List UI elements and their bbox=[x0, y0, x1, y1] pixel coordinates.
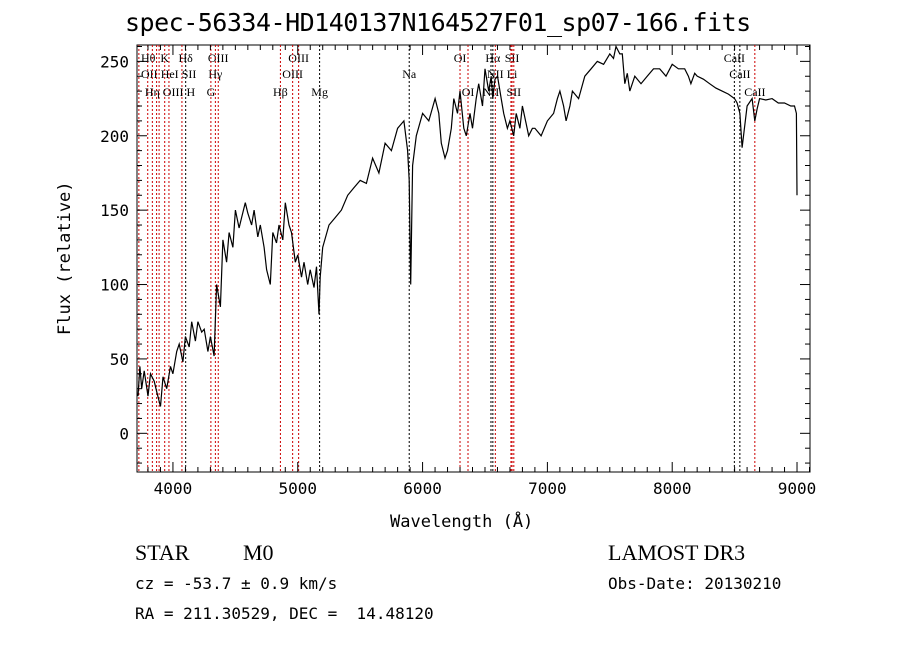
x-tick-label: 5000 bbox=[278, 479, 317, 498]
x-tick-label: 8000 bbox=[653, 479, 692, 498]
x-tick-label: 6000 bbox=[403, 479, 442, 498]
y-axis-label: Flux (relative) bbox=[55, 181, 75, 335]
line-label: OIII bbox=[208, 51, 229, 65]
line-label: CaII bbox=[724, 51, 745, 65]
line-label: Hγ bbox=[208, 67, 223, 81]
line-label: OIII bbox=[288, 51, 309, 65]
y-tick-label: 0 bbox=[119, 424, 129, 443]
x-tick-label: 7000 bbox=[528, 479, 567, 498]
line-label: CaII bbox=[729, 67, 750, 81]
line-label: SII bbox=[182, 67, 197, 81]
object-subclass: M0 bbox=[243, 540, 274, 565]
line-label: HeI bbox=[161, 67, 179, 81]
line-label: CaII bbox=[744, 85, 765, 99]
line-label: Hη bbox=[145, 85, 160, 99]
line-label: OI bbox=[454, 51, 467, 65]
line-label: OII bbox=[141, 67, 158, 81]
radec-text: RA = 211.30529, DEC = 14.48120 bbox=[135, 604, 434, 623]
y-tick-label: 200 bbox=[100, 127, 129, 146]
object-class: STAR bbox=[135, 540, 190, 565]
line-label: OI bbox=[462, 85, 475, 99]
obs-date: Obs-Date: 20130210 bbox=[608, 574, 782, 593]
line-label: OIII bbox=[163, 85, 184, 99]
line-label: Hθ bbox=[141, 51, 156, 65]
x-axis-label: Wavelength (Å) bbox=[390, 512, 534, 532]
y-tick-label: 250 bbox=[100, 52, 129, 71]
line-label: NII bbox=[483, 85, 500, 99]
line-label: H bbox=[187, 85, 196, 99]
x-tick-label: 4000 bbox=[154, 479, 193, 498]
line-label: Hβ bbox=[273, 85, 288, 99]
plot-frame bbox=[136, 44, 811, 473]
spectrum-line bbox=[137, 44, 798, 407]
chart-title: spec-56334-HD140137N164527F01_sp07-166.f… bbox=[125, 8, 751, 37]
line-label: Hδ bbox=[179, 51, 194, 65]
y-tick-label: 100 bbox=[100, 276, 129, 295]
line-label: G bbox=[207, 85, 216, 99]
line-label: SII bbox=[507, 85, 522, 99]
y-tick-label: 50 bbox=[110, 350, 129, 369]
line-label: SII bbox=[505, 51, 520, 65]
survey-label: LAMOST DR3 bbox=[608, 540, 746, 565]
line-label: K bbox=[160, 51, 169, 65]
line-label: Mg bbox=[311, 85, 328, 99]
y-tick-label: 150 bbox=[100, 201, 129, 220]
redshift-text: cz = -53.7 ± 0.9 km/s bbox=[135, 574, 338, 593]
line-label: Hα bbox=[485, 51, 501, 65]
line-label: Na bbox=[402, 67, 417, 81]
x-tick-label: 9000 bbox=[778, 479, 817, 498]
line-label: Li bbox=[507, 67, 518, 81]
line-label: OIII bbox=[282, 67, 303, 81]
